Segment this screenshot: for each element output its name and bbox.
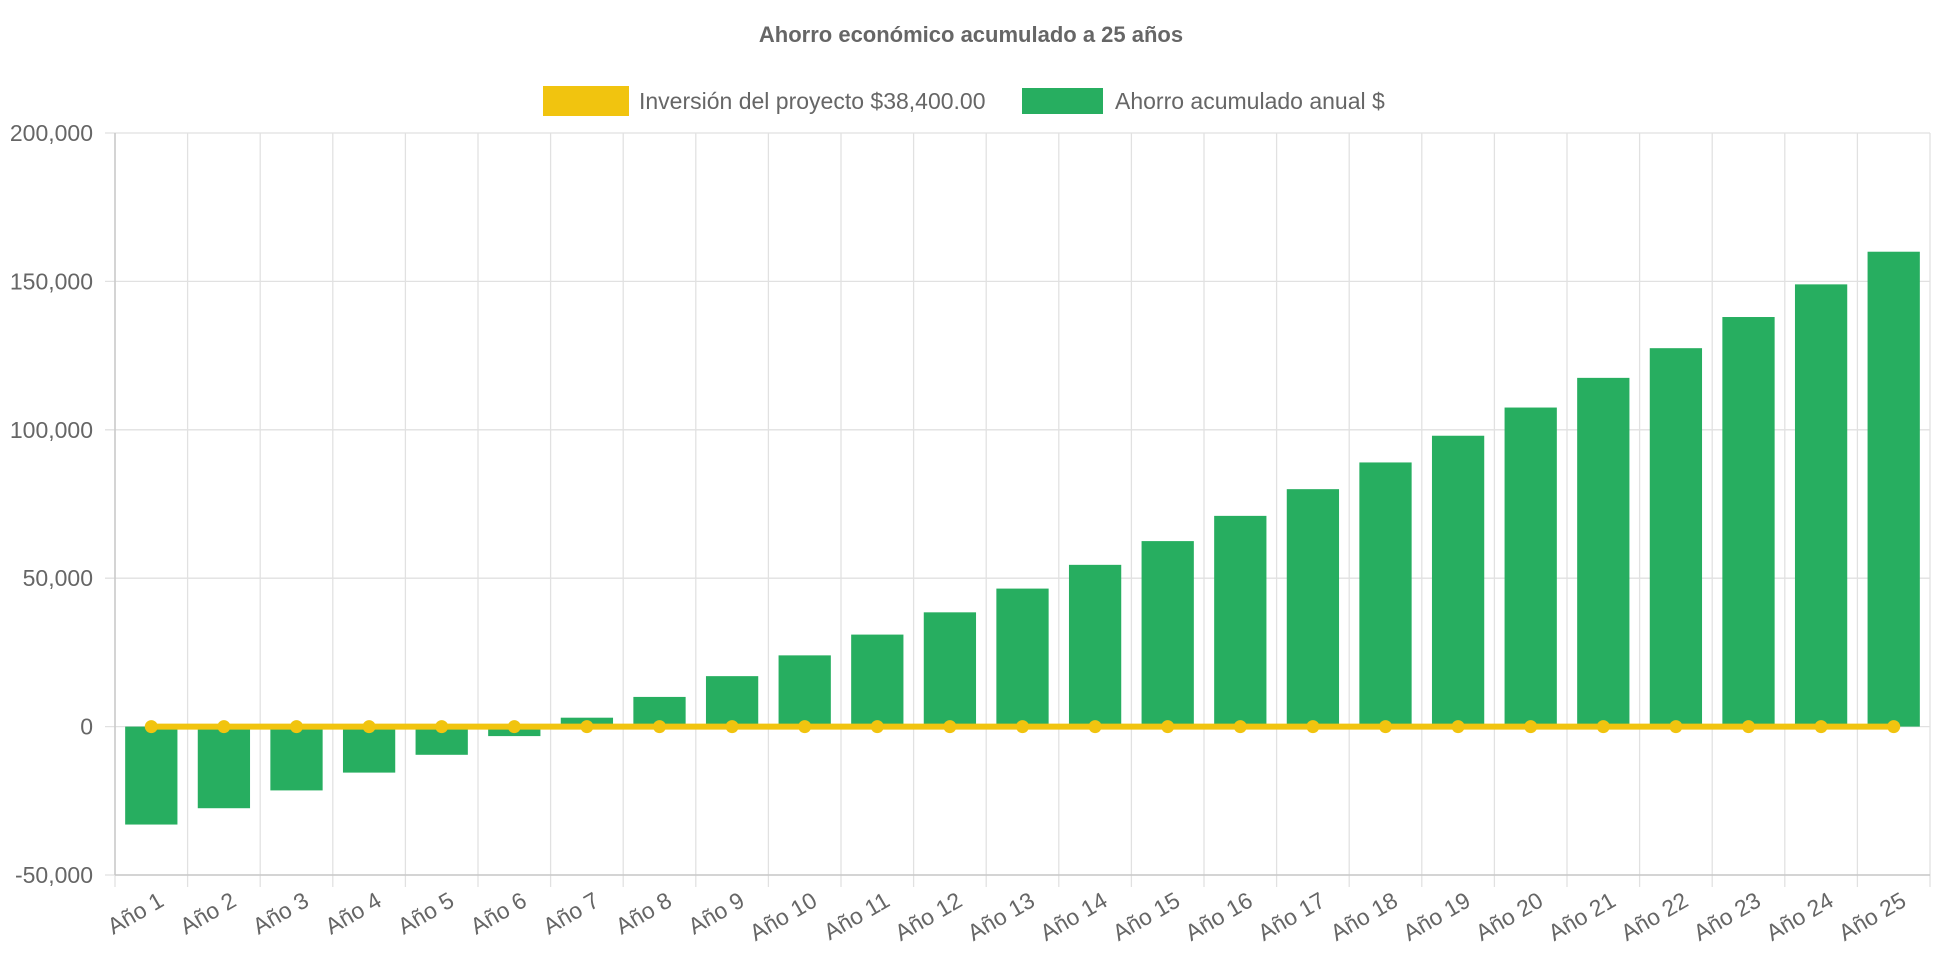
- savings-bar[interactable]: [1141, 541, 1194, 727]
- investment-point[interactable]: [1451, 720, 1465, 734]
- savings-bar[interactable]: [1649, 348, 1703, 727]
- investment-point[interactable]: [870, 720, 884, 734]
- x-tick-label: Año 6: [466, 887, 531, 940]
- investment-point[interactable]: [1814, 720, 1828, 734]
- investment-point[interactable]: [1742, 720, 1755, 734]
- investment-point[interactable]: [217, 720, 231, 734]
- investment-point[interactable]: [943, 720, 957, 734]
- investment-point[interactable]: [362, 720, 376, 734]
- savings-bar[interactable]: [705, 676, 759, 727]
- y-tick-label: 50,000: [23, 565, 93, 591]
- investment-point[interactable]: [435, 720, 449, 734]
- y-tick-label: -50,000: [15, 862, 93, 888]
- investment-point[interactable]: [507, 720, 521, 734]
- investment-point[interactable]: [290, 720, 303, 734]
- investment-point[interactable]: [653, 720, 666, 734]
- x-tick-label: Año 13: [963, 887, 1039, 946]
- investment-line: [144, 720, 1901, 734]
- savings-bar[interactable]: [1794, 284, 1848, 727]
- y-tick-label: 100,000: [10, 417, 93, 443]
- savings-bar[interactable]: [1431, 435, 1485, 727]
- y-tick-label: 150,000: [10, 268, 93, 294]
- savings-bar[interactable]: [1867, 251, 1920, 727]
- savings-bar[interactable]: [1214, 515, 1267, 727]
- investment-point[interactable]: [1233, 720, 1247, 734]
- x-tick-label: Año 19: [1398, 887, 1474, 946]
- legend-swatch-savings[interactable]: [1022, 88, 1103, 114]
- savings-bar[interactable]: [1068, 564, 1122, 727]
- x-tick-label: Año 2: [175, 887, 240, 940]
- y-axis: 200,000 150,000 100,000 50,000 0 -50,000: [10, 120, 116, 888]
- investment-point[interactable]: [1596, 720, 1610, 734]
- savings-bar[interactable]: [125, 726, 178, 825]
- x-tick-label: Año 25: [1834, 887, 1910, 946]
- savings-bar[interactable]: [996, 588, 1049, 727]
- savings-bar[interactable]: [342, 726, 396, 773]
- bars: [125, 251, 1920, 825]
- x-tick-label: Año 7: [538, 887, 603, 940]
- x-tick-label: Año 22: [1616, 887, 1692, 946]
- x-tick-label: Año 1: [103, 887, 168, 940]
- y-tick-label: 0: [80, 714, 93, 740]
- legend-label-investment[interactable]: Inversión del proyecto $38,400.00: [639, 88, 986, 114]
- investment-point[interactable]: [798, 720, 812, 734]
- x-tick-label: Año 11: [819, 887, 894, 945]
- investment-point[interactable]: [1379, 720, 1392, 734]
- x-tick-label: Año 18: [1326, 887, 1402, 946]
- x-tick-label: Año 21: [1544, 887, 1620, 946]
- x-tick-label: Año 10: [745, 887, 821, 946]
- x-tick-label: Año 14: [1035, 887, 1111, 946]
- legend-label-savings[interactable]: Ahorro acumulado anual $: [1115, 88, 1385, 114]
- investment-point[interactable]: [1016, 720, 1029, 734]
- chart-title: Ahorro económico acumulado a 25 años: [759, 22, 1183, 47]
- investment-point[interactable]: [1306, 720, 1320, 734]
- savings-bar[interactable]: [1286, 489, 1340, 727]
- legend: Inversión del proyecto $38,400.00 Ahorro…: [543, 86, 1385, 116]
- savings-bar[interactable]: [197, 726, 251, 809]
- savings-bar[interactable]: [1359, 462, 1412, 727]
- savings-bar[interactable]: [1577, 377, 1630, 727]
- investment-point[interactable]: [725, 720, 739, 734]
- y-tick-label: 200,000: [10, 120, 93, 146]
- x-tick-label: Año 24: [1761, 887, 1837, 946]
- savings-bar[interactable]: [1722, 317, 1775, 727]
- x-tick-label: Año 9: [684, 887, 749, 940]
- x-axis: Año 1 Año 2 Año 3 Año 4 Año 5 Año 6 Año 7 Año 8…: [103, 874, 1930, 946]
- investment-point[interactable]: [580, 720, 594, 734]
- x-tick-label: Año 15: [1108, 887, 1184, 946]
- investment-point[interactable]: [1524, 720, 1538, 734]
- x-tick-label: Año 17: [1253, 887, 1329, 946]
- x-tick-label: Año 5: [393, 887, 458, 940]
- savings-bar[interactable]: [923, 612, 977, 727]
- savings-bar[interactable]: [1504, 407, 1557, 727]
- investment-point[interactable]: [1161, 720, 1175, 734]
- x-tick-label: Año 20: [1471, 887, 1547, 946]
- x-tick-label: Año 3: [248, 887, 313, 940]
- investment-point[interactable]: [1887, 720, 1901, 734]
- x-tick-label: Año 4: [321, 887, 386, 940]
- x-tick-label: Año 16: [1181, 887, 1257, 946]
- savings-bar[interactable]: [778, 655, 831, 727]
- savings-bar[interactable]: [851, 634, 904, 727]
- investment-point[interactable]: [144, 720, 158, 734]
- x-tick-label: Año 23: [1689, 887, 1765, 946]
- investment-point[interactable]: [1669, 720, 1683, 734]
- x-tick-label: Año 8: [611, 887, 676, 940]
- legend-swatch-investment[interactable]: [543, 86, 629, 116]
- x-tick-label: Año 12: [890, 887, 966, 946]
- savings-bar[interactable]: [270, 726, 323, 791]
- investment-point[interactable]: [1088, 720, 1102, 734]
